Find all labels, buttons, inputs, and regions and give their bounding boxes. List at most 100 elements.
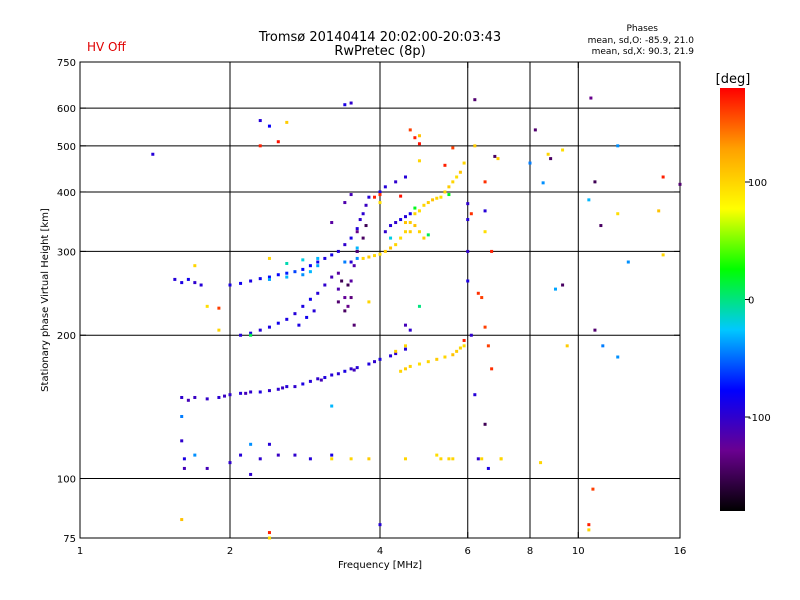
echo-point	[267, 536, 271, 540]
echo-point	[451, 180, 455, 184]
echo-point	[316, 260, 320, 264]
echo-point	[180, 414, 184, 418]
echo-point	[378, 523, 382, 527]
x-tick-label: 6	[465, 546, 471, 557]
echo-point	[528, 161, 532, 165]
echo-point	[330, 275, 334, 279]
echo-point	[493, 154, 497, 158]
echo-point	[403, 175, 407, 179]
echo-point	[476, 291, 480, 295]
echo-point	[435, 453, 439, 457]
echo-point	[408, 230, 412, 234]
echo-point	[593, 328, 597, 332]
echo-point	[546, 152, 550, 156]
echo-point	[180, 395, 184, 399]
echo-point	[394, 180, 398, 184]
echo-point	[316, 377, 320, 381]
echo-point	[473, 393, 477, 397]
echo-point	[417, 304, 421, 308]
chart-subtitle: RwPretec (8p)	[334, 44, 425, 59]
echo-point	[330, 453, 334, 457]
echo-point	[330, 373, 334, 377]
echo-point	[417, 142, 421, 146]
echo-point	[417, 362, 421, 366]
echo-point	[490, 367, 494, 371]
echo-point	[399, 369, 403, 373]
echo-point	[389, 246, 393, 250]
echo-point	[476, 457, 480, 461]
phases-title: Phases	[626, 24, 658, 34]
colorbar	[720, 88, 745, 511]
echo-point	[408, 221, 412, 225]
echo-point	[399, 236, 403, 240]
echo-point	[193, 264, 197, 268]
echo-point	[373, 195, 377, 199]
echo-point	[258, 457, 262, 461]
echo-point	[223, 394, 227, 398]
echo-point	[205, 304, 209, 308]
echo-point	[549, 157, 553, 161]
echo-point	[355, 230, 359, 234]
echo-point	[330, 404, 334, 408]
echo-point	[293, 312, 297, 316]
echo-point	[281, 386, 285, 390]
echo-point	[180, 439, 184, 443]
echo-point	[336, 372, 340, 376]
echo-point	[249, 333, 253, 337]
echo-point	[426, 201, 430, 205]
echo-point	[355, 256, 359, 260]
echo-point	[193, 281, 197, 285]
echo-point	[343, 103, 347, 107]
echo-point	[267, 277, 271, 281]
echo-point	[336, 271, 340, 275]
echo-point	[361, 212, 365, 216]
echo-point	[486, 344, 490, 348]
echo-point	[403, 347, 407, 351]
echo-point	[451, 146, 455, 150]
echo-point	[367, 195, 371, 199]
data-points	[151, 96, 682, 540]
echo-point	[455, 175, 459, 179]
phases-o-stats: mean, sd,O: -85.9, 21.0	[588, 36, 695, 46]
echo-point	[403, 221, 407, 225]
echo-point	[373, 254, 377, 258]
colorbar-tick-label: -100	[748, 413, 771, 424]
echo-point	[316, 264, 320, 268]
echo-point	[346, 304, 350, 308]
echo-point	[228, 461, 232, 465]
echo-point	[301, 382, 305, 386]
echo-point	[553, 287, 557, 291]
echo-point	[349, 367, 353, 371]
echo-point	[447, 185, 451, 189]
echo-point	[661, 175, 665, 179]
echo-point	[469, 333, 473, 337]
echo-point	[367, 300, 371, 304]
echo-point	[301, 304, 305, 308]
echo-point	[330, 457, 334, 461]
echo-point	[378, 357, 382, 361]
echo-point	[258, 277, 262, 281]
echo-point	[276, 453, 280, 457]
echo-point	[186, 398, 190, 402]
echo-point	[367, 457, 371, 461]
echo-point	[186, 277, 190, 281]
echo-point	[496, 157, 500, 161]
echo-point	[378, 193, 382, 197]
y-axis-label: Stationary phase Virtual Height [km]	[40, 208, 51, 392]
echo-point	[486, 466, 490, 470]
echo-point	[308, 264, 312, 268]
echo-point	[343, 369, 347, 373]
echo-point	[367, 362, 371, 366]
echo-point	[297, 323, 301, 327]
echo-point	[343, 201, 347, 205]
echo-point	[601, 344, 605, 348]
echo-point	[657, 209, 661, 213]
echo-point	[499, 457, 503, 461]
echo-point	[308, 457, 312, 461]
echo-point	[276, 273, 280, 277]
y-axis-ticks: 75 100 200 300 400 500 600 750	[57, 58, 680, 545]
echo-point	[378, 252, 382, 256]
echo-point	[417, 134, 421, 138]
echo-point	[301, 267, 305, 271]
echo-point	[435, 196, 439, 200]
